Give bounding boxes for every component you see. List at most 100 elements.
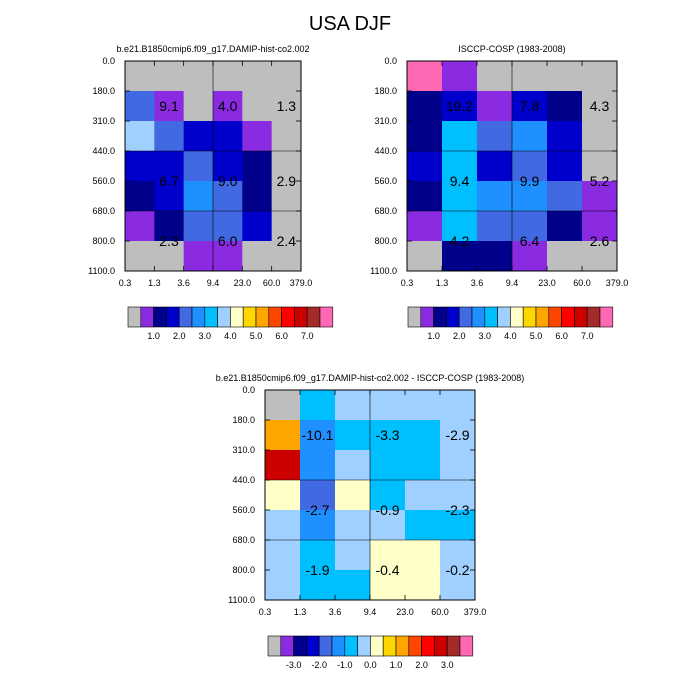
heatmap-cell: [265, 450, 301, 481]
colorbar-label: 4.0: [224, 331, 237, 341]
colorbar-swatch: [344, 635, 358, 657]
colorbar-label: 2.0: [415, 660, 428, 670]
x-tick-label: 379.0: [464, 607, 487, 617]
colorbar-swatch: [459, 635, 474, 657]
x-tick-label: 379.0: [606, 278, 629, 288]
cell-value-label: 6.7: [159, 173, 179, 189]
colorbar-swatch: [153, 306, 167, 328]
colorbar-swatch: [370, 635, 384, 657]
y-tick-label: 560.0: [374, 176, 397, 186]
heatmap-cell: [335, 390, 371, 421]
colorbar-swatch: [433, 306, 447, 328]
heatmap-cell: [125, 241, 155, 272]
y-tick-label: 310.0: [92, 116, 115, 126]
heatmap-cell: [242, 121, 272, 152]
colorbar: 1.0 2.0 3.0 4.0 5.0 6.0 7.0: [407, 306, 614, 341]
y-tick-label: 680.0: [374, 206, 397, 216]
colorbar-label: 6.0: [555, 331, 568, 341]
heatmap-cell: [265, 480, 301, 511]
panel-1: b.e21.B1850cmip6.f09_g17.DAMIP-hist-co2.…: [88, 44, 334, 341]
heatmap-cell: [300, 540, 336, 571]
heatmap-cell: [183, 91, 214, 122]
y-tick-label: 180.0: [374, 86, 397, 96]
colorbar-swatch: [357, 635, 371, 657]
y-tick-label: 440.0: [92, 146, 115, 156]
panels-group: b.e21.B1850cmip6.f09_g17.DAMIP-hist-co2.…: [88, 44, 628, 670]
heatmap-cell: [271, 241, 302, 272]
colorbar-label: 1.0: [147, 331, 160, 341]
colorbar-label: 2.0: [453, 331, 466, 341]
colorbar-swatch: [306, 635, 320, 657]
heatmap-cell: [582, 241, 618, 272]
heatmap-cell: [242, 91, 272, 122]
x-tick-label: 0.3: [259, 607, 272, 617]
cell-value-label: 6.4: [520, 233, 540, 249]
heatmap-cell: [335, 480, 371, 511]
y-tick-label: 440.0: [232, 475, 255, 485]
cell-value-label: 9.9: [520, 173, 540, 189]
heatmap-cell: [547, 181, 583, 212]
colorbar-swatch: [599, 306, 614, 328]
heatmap-cell: [335, 540, 371, 571]
heatmap-cell: [440, 540, 476, 571]
cell-value-label: -10.1: [302, 427, 334, 443]
heatmap-cell: [213, 181, 243, 212]
heatmap-cell: [265, 390, 301, 421]
colorbar-label: 1.0: [390, 660, 403, 670]
panel-3: b.e21.B1850cmip6.f09_g17.DAMIP-hist-co2.…: [216, 373, 525, 670]
heatmap-cell: [512, 211, 548, 242]
heatmap-cell: [582, 61, 618, 92]
heatmap-cell: [154, 91, 184, 122]
heatmap-cell: [442, 211, 478, 242]
colorbar-swatch: [166, 306, 180, 328]
y-tick-label: 0.0: [102, 56, 115, 66]
heatmap-cell: [440, 390, 476, 421]
heatmap-cell: [265, 540, 301, 571]
y-tick-label: 560.0: [232, 505, 255, 515]
heatmap-cell: [440, 570, 476, 601]
heatmap-cell: [183, 241, 214, 272]
cell-value-label: 4.2: [450, 233, 470, 249]
y-tick-label: 180.0: [232, 415, 255, 425]
colorbar-swatch: [446, 306, 460, 328]
heatmap-cell: [442, 241, 478, 272]
cell-value-label: 4.3: [590, 98, 610, 114]
heatmap-cell: [440, 450, 476, 481]
y-tick-label: 680.0: [92, 206, 115, 216]
colorbar-swatch: [280, 635, 294, 657]
heatmap-cell: [213, 121, 243, 152]
colorbar-swatch: [395, 635, 410, 657]
colorbar-swatch: [510, 306, 524, 328]
y-tick-label: 1100.0: [228, 595, 255, 605]
colorbar: 1.0 2.0 3.0 4.0 5.0 6.0 7.0: [127, 306, 334, 341]
x-tick-label: 3.6: [177, 278, 190, 288]
y-tick-label: 800.0: [92, 236, 115, 246]
heatmap-cell: [154, 181, 184, 212]
heatmap-cell: [271, 151, 302, 182]
heatmap-cell: [242, 211, 272, 242]
heatmap-cell: [183, 211, 214, 242]
colorbar-swatch: [522, 306, 537, 328]
y-tick-label: 440.0: [374, 146, 397, 156]
colorbar-swatch: [217, 306, 231, 328]
colorbar-swatch: [497, 306, 511, 328]
heatmap-cell: [547, 151, 583, 182]
heatmap-cell: [125, 151, 155, 182]
colorbar-swatch: [434, 635, 448, 657]
y-tick-label: 1100.0: [370, 266, 397, 276]
heatmap-cell: [125, 61, 155, 92]
colorbar-swatch: [407, 306, 422, 328]
colorbar-swatch: [471, 306, 486, 328]
colorbar-swatch: [458, 306, 473, 328]
heatmap-cell: [370, 390, 406, 421]
x-tick-label: 9.4: [207, 278, 220, 288]
heatmap-cell: [183, 121, 214, 152]
x-tick-label: 23.0: [538, 278, 556, 288]
colorbar-swatch: [535, 306, 550, 328]
colorbar-label: 3.0: [199, 331, 212, 341]
heatmap-cell: [547, 211, 583, 242]
cell-value-label: -0.9: [375, 502, 399, 518]
heatmap-cell: [405, 390, 441, 421]
colorbar-swatch: [255, 306, 270, 328]
